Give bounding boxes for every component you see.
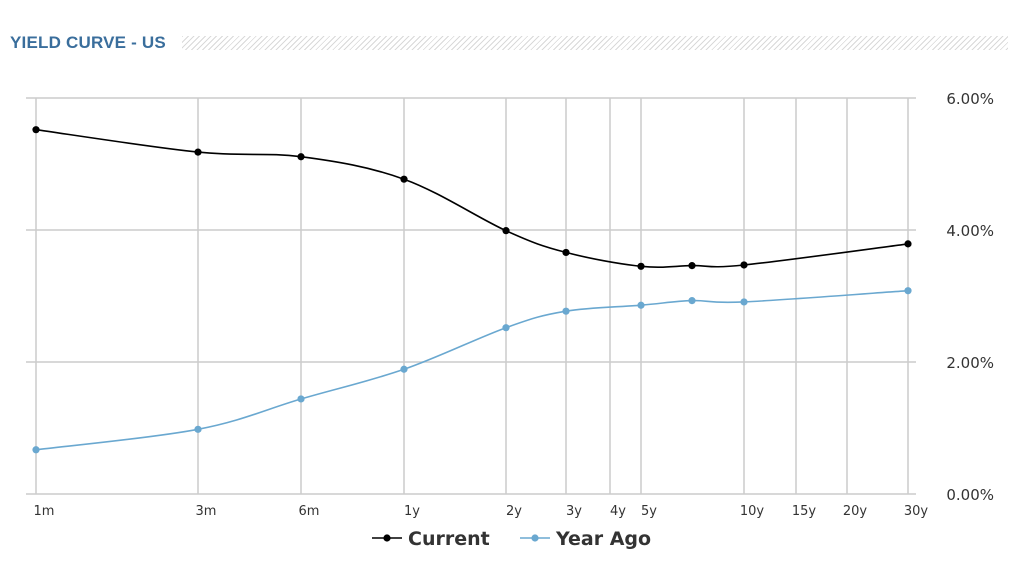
x-tick-label: 10y xyxy=(740,504,765,519)
x-tick-label: 3m xyxy=(196,504,217,519)
chart-legend: Current Year Ago xyxy=(372,528,651,550)
data-point-current[interactable] xyxy=(32,126,40,134)
legend-label: Year Ago xyxy=(555,528,651,550)
data-point-year-ago[interactable] xyxy=(562,307,570,315)
legend-item-year-ago[interactable]: Year Ago xyxy=(520,528,651,550)
x-tick-label: 6m xyxy=(299,504,320,519)
x-tick-label: 30y xyxy=(904,504,929,519)
chart-header: YIELD CURVE - US xyxy=(10,33,1008,53)
data-point-year-ago[interactable] xyxy=(400,365,408,373)
x-tick-label: 2y xyxy=(506,504,522,519)
x-tick-label: 1y xyxy=(404,504,420,519)
data-point-current[interactable] xyxy=(502,227,510,235)
y-tick-label: 0.00% xyxy=(946,486,994,504)
x-tick-label: 15y xyxy=(792,504,817,519)
chart-title: YIELD CURVE - US xyxy=(10,33,166,52)
data-point-current[interactable] xyxy=(637,262,645,270)
x-tick-label: 20y xyxy=(843,504,868,519)
x-tick-label: 3y xyxy=(566,504,582,519)
data-point-current[interactable] xyxy=(688,262,696,270)
series-lines xyxy=(35,128,909,451)
series-line-year-ago xyxy=(35,289,909,451)
data-point-year-ago[interactable] xyxy=(904,287,912,295)
y-tick-label: 6.00% xyxy=(946,90,994,108)
series-line-current xyxy=(35,128,909,268)
data-point-year-ago[interactable] xyxy=(502,324,510,332)
x-tick-label: 5y xyxy=(641,504,657,519)
data-point-year-ago[interactable] xyxy=(688,297,696,305)
data-point-year-ago[interactable] xyxy=(297,395,305,403)
data-point-year-ago[interactable] xyxy=(740,298,748,306)
legend-swatch-marker xyxy=(531,534,539,542)
data-point-current[interactable] xyxy=(400,175,408,183)
x-tick-label: 4y xyxy=(610,504,626,519)
x-axis-ticks: 1m 3m 6m 1y 2y 3y 4y 5y 10y 15y 20y 30y xyxy=(34,504,929,519)
header-hatch-divider xyxy=(181,36,1008,50)
y-tick-label: 2.00% xyxy=(946,354,994,372)
y-axis-ticks: 0.00% 2.00% 4.00% 6.00% xyxy=(946,90,994,504)
legend-label: Current xyxy=(408,528,490,550)
legend-item-current[interactable]: Current xyxy=(372,528,490,550)
series-points xyxy=(32,126,912,454)
data-point-current[interactable] xyxy=(562,248,570,257)
data-point-current[interactable] xyxy=(740,261,748,269)
data-point-current[interactable] xyxy=(297,153,305,161)
x-tick-label: 1m xyxy=(34,504,55,519)
data-point-year-ago[interactable] xyxy=(194,425,202,433)
data-point-year-ago[interactable] xyxy=(637,301,645,309)
data-point-current[interactable] xyxy=(194,148,202,156)
data-point-current[interactable] xyxy=(904,240,912,248)
y-tick-label: 4.00% xyxy=(946,222,994,240)
y-gridlines xyxy=(26,97,916,495)
legend-swatch-marker xyxy=(383,534,391,542)
data-point-year-ago[interactable] xyxy=(32,446,40,454)
